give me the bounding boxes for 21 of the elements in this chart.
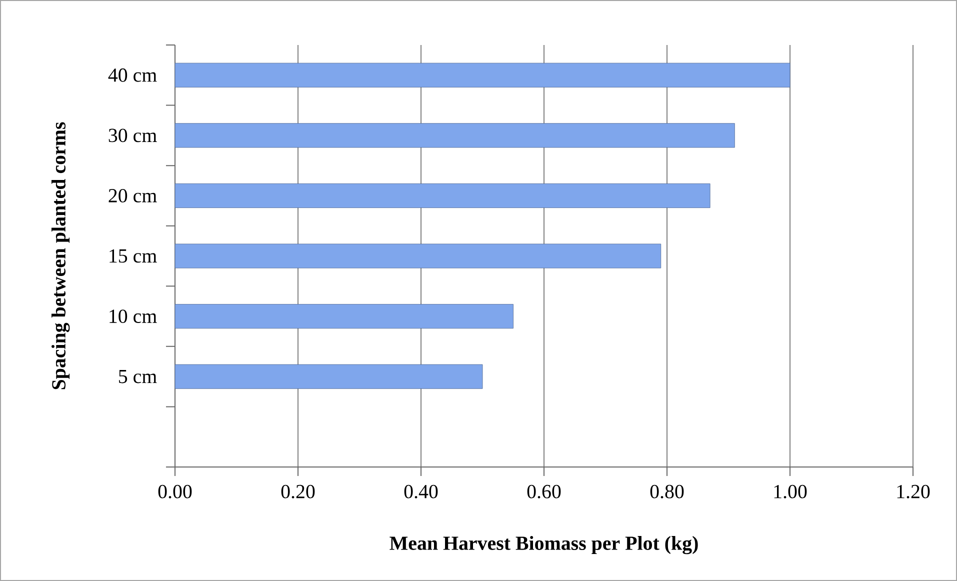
bar xyxy=(174,304,514,329)
x-tick-label: 0.00 xyxy=(158,484,192,498)
x-tick-label: 1.20 xyxy=(897,484,930,498)
bar xyxy=(174,364,483,389)
y-tick-label: 15 cm xyxy=(110,249,157,263)
y-tick-label: 5 cm xyxy=(119,370,157,384)
y-tick-label: 20 cm xyxy=(108,188,157,202)
y-axis-title: Spacing between planted corms xyxy=(51,122,70,390)
x-tick-label: 0.20 xyxy=(281,484,315,498)
x-axis-title: Mean Harvest Biomass per Plot (kg) xyxy=(390,536,698,554)
y-tick-label: 30 cm xyxy=(108,128,157,142)
bar xyxy=(174,244,662,268)
y-tick-label: 40 cm xyxy=(108,68,157,82)
bar xyxy=(174,62,790,88)
bar xyxy=(174,183,710,208)
x-tick-label: 1.00 xyxy=(774,484,807,498)
x-tick-label: 0.80 xyxy=(650,484,684,498)
x-tick-label: 0.40 xyxy=(404,484,438,498)
y-tick-label: 10 cm xyxy=(110,310,157,324)
x-tick-label: 0.60 xyxy=(527,484,561,498)
bar xyxy=(174,123,735,148)
